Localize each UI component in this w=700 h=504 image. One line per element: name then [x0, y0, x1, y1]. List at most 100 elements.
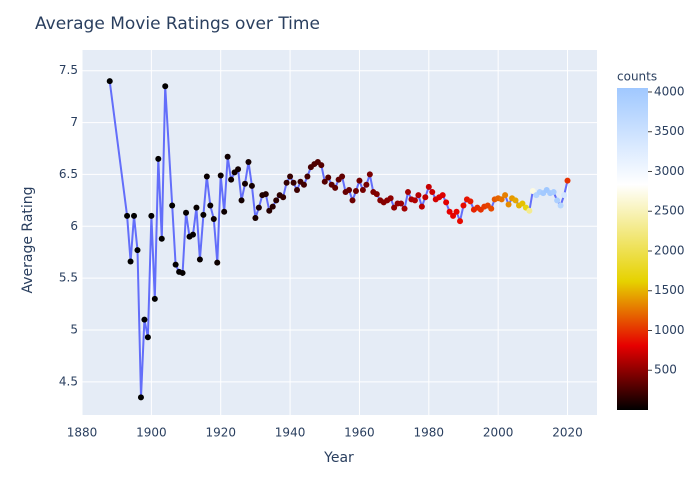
data-point: [429, 189, 436, 196]
colorbar-title: counts: [617, 70, 657, 84]
data-point: [300, 181, 307, 188]
data-point: [519, 200, 526, 207]
data-point: [425, 183, 432, 190]
data-point: [401, 205, 408, 212]
data-point: [318, 162, 325, 169]
data-point: [332, 184, 339, 191]
data-point: [283, 179, 290, 186]
data-point: [294, 186, 301, 193]
data-point: [398, 200, 405, 207]
data-point: [453, 208, 460, 215]
data-point: [255, 204, 262, 211]
data-point: [505, 201, 512, 208]
colorbar-tick-label: 2000: [654, 243, 685, 257]
x-tick-label: 1900: [136, 426, 167, 440]
data-point: [418, 203, 425, 210]
colorbar-tick-label: 2500: [654, 204, 685, 218]
y-tick-label: 5.5: [59, 271, 78, 285]
data-point: [217, 172, 224, 179]
data-point: [183, 209, 190, 216]
data-point: [245, 158, 252, 165]
plot-area: [82, 50, 597, 415]
data-point: [151, 295, 158, 302]
data-point: [557, 202, 564, 209]
x-tick-label: 1980: [414, 426, 445, 440]
data-point: [241, 180, 248, 187]
data-point: [210, 216, 217, 223]
data-point: [238, 197, 245, 204]
data-point: [189, 231, 196, 238]
data-point: [137, 394, 144, 401]
data-point: [363, 181, 370, 188]
data-point: [248, 182, 255, 189]
data-point: [290, 179, 297, 186]
data-point: [148, 212, 155, 219]
data-point: [235, 166, 242, 173]
data-point: [287, 173, 294, 180]
data-point: [273, 197, 280, 204]
x-axis-title: Year: [323, 450, 354, 466]
data-point: [203, 173, 210, 180]
data-point: [467, 198, 474, 205]
data-point: [502, 192, 509, 199]
data-point: [387, 195, 394, 202]
data-point: [193, 204, 200, 211]
data-point: [356, 177, 363, 184]
data-point: [404, 189, 411, 196]
data-point: [127, 258, 134, 265]
data-point: [280, 194, 287, 201]
data-point: [422, 194, 429, 201]
data-point: [106, 78, 113, 85]
data-point: [339, 173, 346, 180]
data-point: [325, 174, 332, 181]
colorbar-tick-label: 1500: [654, 283, 685, 297]
data-point: [526, 207, 533, 214]
data-point: [359, 186, 366, 193]
data-point: [352, 188, 359, 195]
data-point: [179, 269, 186, 276]
data-point: [224, 153, 231, 160]
data-point: [304, 173, 311, 180]
data-point: [172, 261, 179, 268]
data-point: [564, 177, 571, 184]
data-point: [196, 256, 203, 263]
y-tick-label: 7: [70, 115, 78, 129]
data-point: [373, 191, 380, 198]
data-point: [134, 247, 141, 254]
data-point: [346, 186, 353, 193]
data-point: [252, 214, 259, 221]
y-axis-title: Average Rating: [20, 186, 36, 293]
x-tick-label: 1940: [275, 426, 306, 440]
colorbar-tick-label: 1000: [654, 323, 685, 337]
data-point: [391, 204, 398, 211]
y-tick-label: 5: [70, 322, 78, 336]
data-point: [269, 203, 276, 210]
x-tick-label: 1880: [67, 426, 98, 440]
x-tick-label: 2020: [552, 426, 583, 440]
data-point: [321, 178, 328, 185]
x-tick-label: 1920: [205, 426, 236, 440]
data-point: [141, 316, 148, 323]
data-point: [207, 202, 214, 209]
data-point: [460, 202, 467, 209]
data-point: [200, 211, 207, 218]
y-tick-label: 6: [70, 219, 78, 233]
data-point: [349, 197, 356, 204]
data-point: [439, 192, 446, 199]
data-point: [124, 212, 131, 219]
data-point: [554, 197, 561, 204]
x-tick-label: 1960: [344, 426, 375, 440]
data-point: [529, 188, 536, 195]
data-point: [498, 196, 505, 203]
colorbar-tick-label: 3000: [654, 164, 685, 178]
data-point: [266, 207, 273, 214]
data-point: [162, 83, 169, 90]
y-tick-label: 6.5: [59, 167, 78, 181]
data-point: [262, 191, 269, 198]
data-point: [158, 235, 165, 242]
data-point: [415, 192, 422, 199]
colorbar: [617, 88, 648, 410]
colorbar-tick-label: 3500: [654, 124, 685, 138]
data-point: [169, 202, 176, 209]
